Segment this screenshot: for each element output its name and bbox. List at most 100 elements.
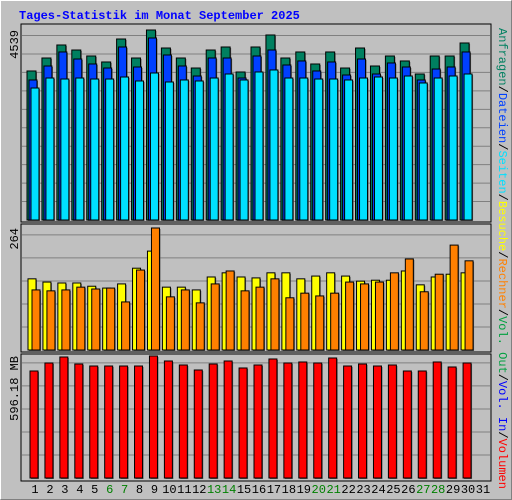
bar [462,362,472,479]
x-tick-label: 25 [386,483,400,497]
bar [119,365,129,479]
x-tick-label: 7 [121,483,128,497]
x-tick-label: 6 [106,483,113,497]
bar [314,78,324,221]
bar [284,77,294,221]
bar [285,297,295,351]
bar [374,281,384,351]
x-tick-label: 14 [222,483,236,497]
bar [448,75,458,221]
x-tick-label: 16 [252,483,266,497]
x-tick-label: 18 [282,483,296,497]
bar [268,358,278,479]
y-tick-label: 4539 [8,30,22,59]
x-tick-label: 10 [162,483,176,497]
bar [254,71,264,221]
bar [225,270,235,351]
x-tick-label: 17 [267,483,281,497]
bar [328,357,338,479]
bar [193,369,203,479]
legend-separator: / [495,374,509,381]
chart-title: Tages-Statistik im Monat September 2025 [19,9,300,23]
bar [163,360,173,479]
bar [210,283,220,351]
bar [315,295,325,351]
bar [106,287,116,351]
legend-entry: Seiten [495,150,509,193]
x-tick-label: 21 [326,483,340,497]
bar [30,87,40,221]
bar [209,77,219,221]
x-tick-label: 26 [401,483,415,497]
bar [253,364,263,479]
bar [76,286,86,351]
bar [165,296,175,351]
bar [164,81,174,221]
bar [387,364,397,479]
bar [149,72,159,221]
bar [389,272,399,351]
bar [148,355,158,479]
bar [404,258,414,351]
bar [417,370,427,479]
x-tick-label: 11 [177,483,191,497]
bar [45,77,55,221]
bar [330,292,340,351]
bar [135,80,145,221]
legend-separator: / [495,251,509,258]
bar [270,278,280,351]
bar [255,286,265,351]
bar [360,283,370,351]
x-tick-label: 27 [416,483,430,497]
bar [449,244,459,351]
bar [44,362,54,479]
legend-entry: Volumen [495,439,509,489]
x-tick-label: 5 [91,483,98,497]
x-tick-label: 29 [446,483,460,497]
bar [433,77,443,221]
legend-separator: / [495,143,509,150]
x-tick-label: 20 [312,483,326,497]
bar [343,365,353,479]
bar [121,301,131,351]
x-tick-label: 12 [192,483,206,497]
bar [238,367,248,479]
x-tick-label: 23 [356,483,370,497]
x-tick-label: 15 [237,483,251,497]
bar [372,365,382,479]
bar [195,302,205,351]
bar [240,290,250,351]
bar [75,77,85,221]
bar [89,365,99,479]
x-tick-label: 30 [461,483,475,497]
y-tick-label: 596.18 MB [8,356,22,421]
bar [180,289,190,351]
bar [388,77,398,221]
bar [434,273,444,351]
bar [447,366,457,479]
bar [345,281,355,351]
x-tick-label: 31 [476,483,490,497]
bar [179,79,189,221]
x-tick-label: 4 [76,483,83,497]
legend-separator: / [495,86,509,93]
legend-separator: / [495,431,509,438]
bar [46,290,56,351]
bar [419,291,429,351]
legend-entry: Vol. In [495,381,509,431]
bar [344,79,354,221]
x-tick-label: 8 [136,483,143,497]
bar [31,289,41,351]
bar [105,78,115,221]
bar [150,227,160,351]
bar [298,361,308,479]
x-tick-label: 28 [431,483,445,497]
bar [418,82,428,221]
bar [59,356,69,479]
legend-entry: Dateien [495,93,509,143]
legend-entry: Vol. Out [495,316,509,374]
bar [313,362,323,479]
bar [239,79,249,221]
x-tick-label: 19 [297,483,311,497]
bar [403,75,413,221]
